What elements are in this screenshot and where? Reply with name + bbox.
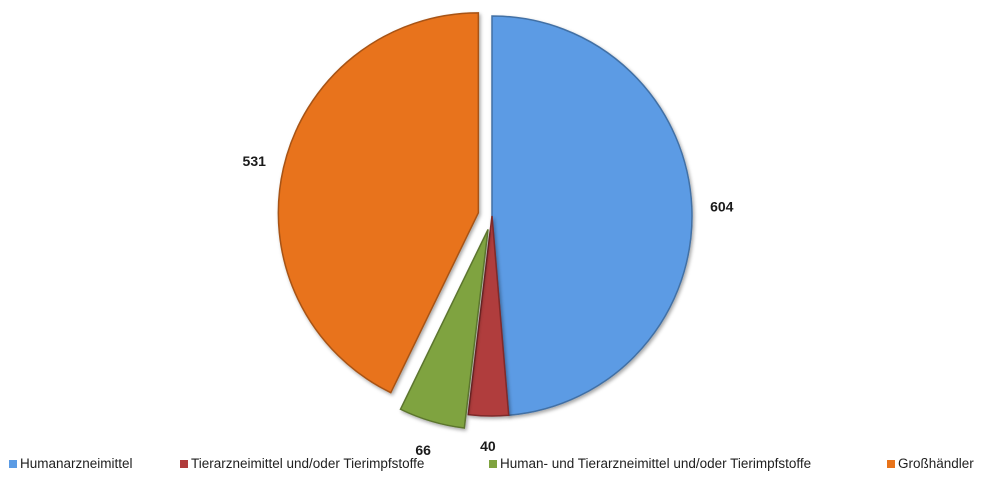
legend-item-human-und-tierarzneimittel: Human- und Tierarzneimittel und/oder Tie…: [489, 456, 811, 471]
legend-label-grosshaendler: Großhändler: [898, 456, 974, 471]
legend-swatch-grosshaendler: [887, 459, 895, 468]
legend-label-human-und-tierarzneimittel: Human- und Tierarzneimittel und/oder Tie…: [500, 456, 812, 471]
legend-item-humanarzneimittel: Humanarzneimittel: [9, 456, 133, 471]
legend-label-humanarzneimittel: Humanarzneimittel: [20, 456, 133, 471]
pie-slice-humanarzneimittel: [491, 15, 693, 417]
legend-label-tierarzneimittel: Tierarzneimittel und/oder Tierimpfstoffe: [191, 456, 425, 471]
data-label-humanarzneimittel: 604: [710, 198, 734, 214]
legend-swatch-tierarzneimittel: [180, 459, 188, 468]
pie-slice-grosshaendler: [277, 12, 480, 394]
pie-slice-human-und-tierarzneimittel: [399, 229, 489, 429]
data-label-human-und-tierarzneimittel: 66: [415, 442, 431, 458]
legend-item-tierarzneimittel: Tierarzneimittel und/oder Tierimpfstoffe: [180, 456, 424, 471]
data-label-tierarzneimittel: 40: [480, 438, 496, 454]
legend-swatch-human-und-tierarzneimittel: [489, 459, 497, 468]
legend-item-grosshaendler: Großhändler: [887, 456, 974, 471]
data-label-grosshaendler: 531: [243, 153, 267, 169]
chart-legend: Humanarzneimittel Tierarzneimittel und/o…: [0, 456, 989, 478]
legend-swatch-humanarzneimittel: [9, 459, 17, 468]
pie-slice-tierarzneimittel: [467, 215, 510, 417]
